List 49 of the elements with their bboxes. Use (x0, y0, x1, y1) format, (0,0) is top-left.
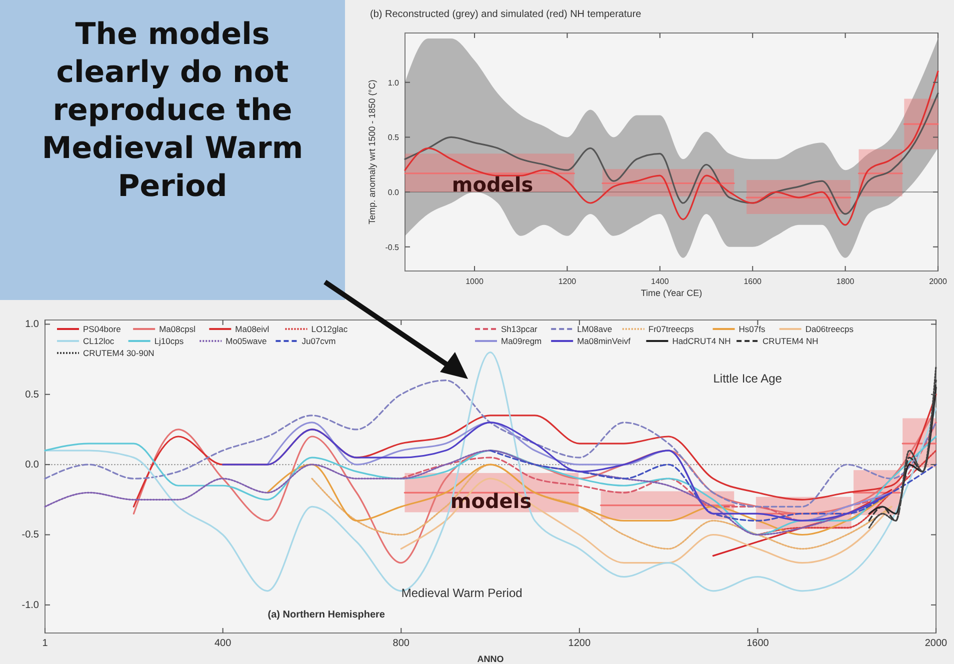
legend-label: Ma09regm (501, 336, 542, 346)
legend-label: LO12glac (311, 324, 348, 334)
x-tick-label: 1600 (746, 638, 770, 649)
text: The models clearly do not reproduce the Medieval Warm Period (42, 17, 304, 204)
legend-label: Ju07cvm (302, 336, 336, 346)
annotation: models (452, 172, 534, 196)
legend-label: Ma08cpsl (159, 324, 196, 334)
y-tick-label: 0.5 (388, 133, 400, 142)
x-tick-label: 2000 (924, 638, 948, 649)
y-tick-label: -0.5 (22, 530, 40, 541)
legend-label: PS04bore (83, 324, 122, 334)
x-axis-title: Time (Year CE) (640, 288, 702, 298)
x-tick-label: 1200 (558, 277, 577, 286)
legend-label: Fr07treecps (648, 324, 694, 334)
chart-title: (b) Reconstructed (grey) and simulated (red) NH temperature (370, 9, 642, 20)
legend-label: Ma08eivl (235, 324, 270, 334)
legend-label: Lj10cps (154, 336, 184, 346)
annotation: Medieval Warm Period (401, 586, 522, 600)
legend-label: CRUTEM4 30-90N (83, 348, 154, 358)
x-tick-label: 1200 (568, 638, 591, 649)
legend-label: Hs07fs (738, 324, 766, 334)
y-tick-label: -0.5 (385, 242, 400, 252)
x-tick-label: 1 (42, 638, 48, 649)
x-tick-label: 1000 (466, 277, 484, 286)
y-tick-label: 0.0 (25, 460, 40, 471)
annotation: Little Ice Age (713, 372, 782, 386)
y-tick-label: -1.0 (22, 600, 40, 611)
y-tick-label: 0.0 (388, 188, 400, 198)
y-tick-label: 0.5 (25, 389, 40, 400)
legend-label: CL12loc (83, 336, 115, 346)
x-tick-label: 1800 (836, 277, 855, 286)
legend-label: Da06treecps (805, 324, 854, 334)
legend-label: Ma08minVeivf (577, 336, 632, 346)
x-tick-label: 1600 (744, 277, 762, 286)
x-axis-title: ANNO (477, 654, 504, 664)
legend-label: Mo05wave (226, 336, 268, 346)
y-axis-title: Temp. anomaly wrt 1500 - 1850 (°C) (367, 80, 377, 224)
y-tick-label: 1.0 (25, 319, 40, 330)
x-tick-label: 400 (214, 638, 232, 649)
legend-label: HadCRUT4 NH (672, 336, 731, 346)
annotation: (a) Northern Hemisphere (268, 609, 386, 620)
annotation: models (450, 488, 532, 513)
y-tick-label: 1.0 (388, 78, 400, 88)
x-tick-label: 2000 (929, 277, 948, 286)
legend-label: Sh13pcar (501, 324, 538, 334)
x-tick-label: 1400 (651, 277, 670, 286)
x-tick-label: 800 (392, 638, 410, 649)
legend-label: CRUTEM4 NH (762, 336, 818, 346)
legend-label: LM08ave (577, 324, 612, 334)
